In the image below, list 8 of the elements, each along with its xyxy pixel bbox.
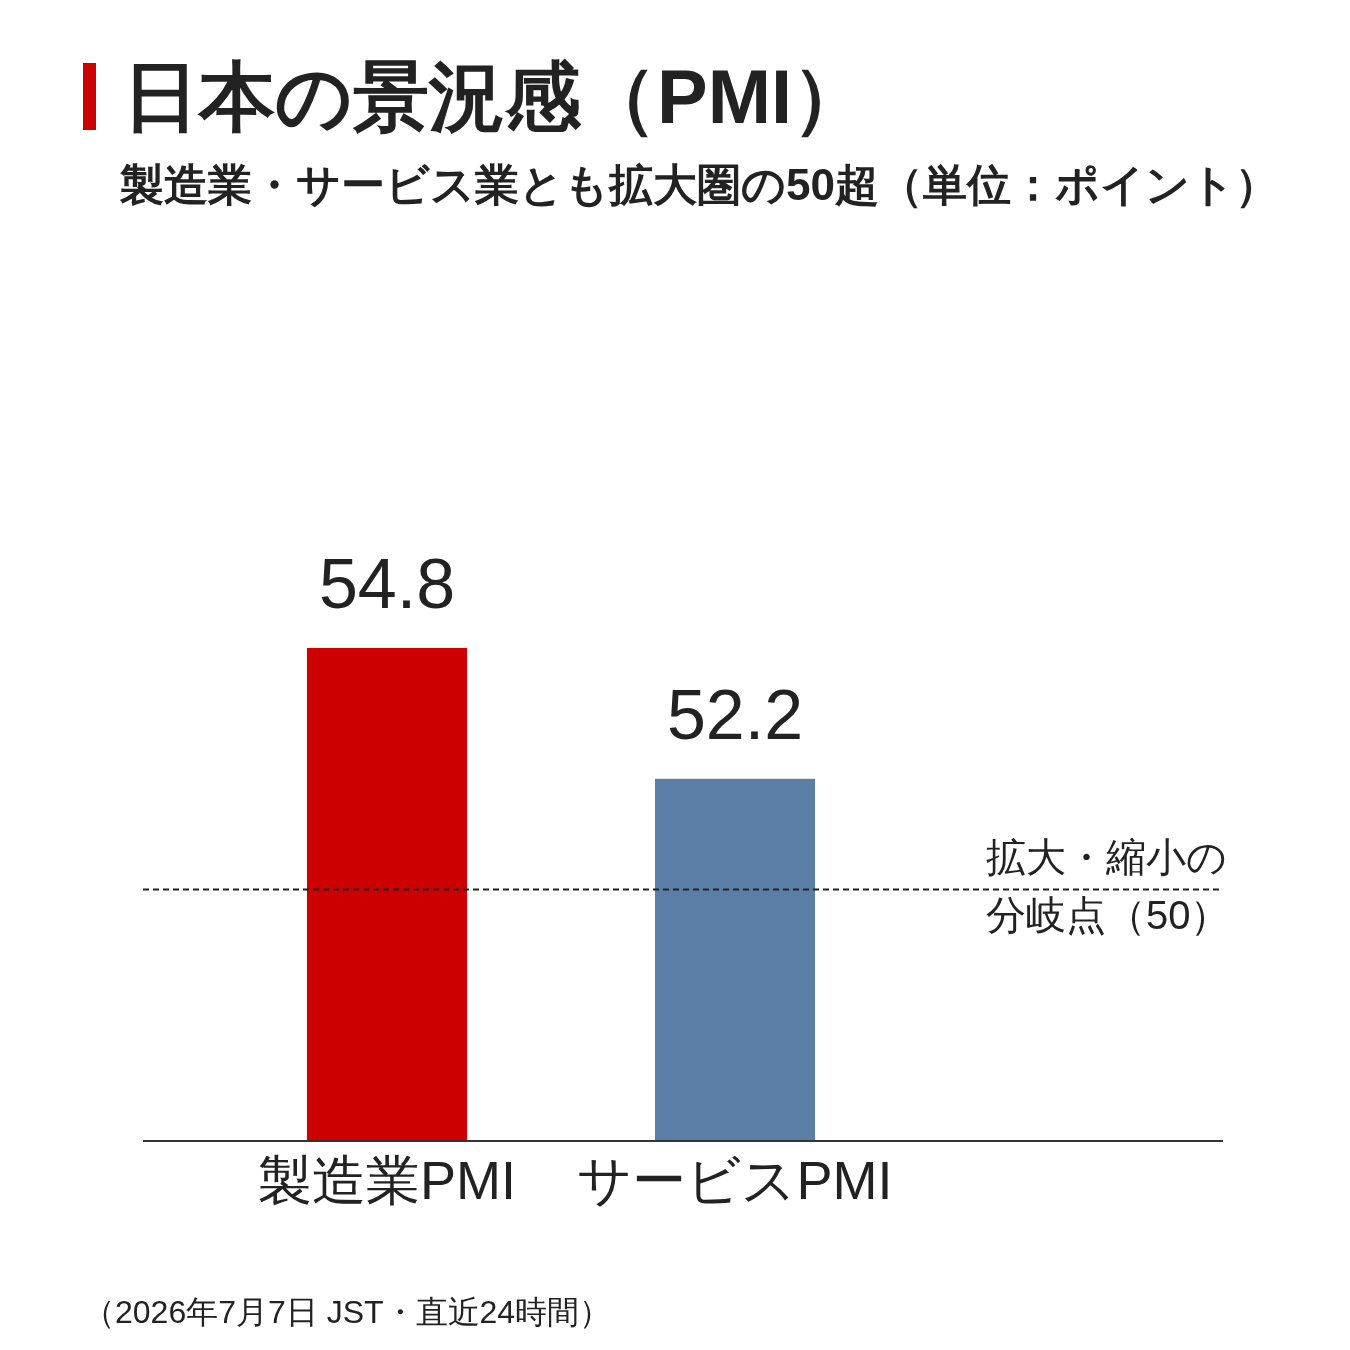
x-tick-label: 製造業PMI	[257, 1150, 517, 1210]
text: （2026年7月7日 JST・直近24時間）	[83, 1294, 612, 1330]
x-tick-label: サービスPMI	[577, 1150, 893, 1210]
ref-line-label: 拡大・縮小の分岐点（50）	[986, 835, 1231, 938]
data-label: 54.8	[318, 545, 456, 623]
chart-title: 日本の景況感（PMI）	[123, 54, 869, 139]
chart-subtitle: 製造業・サービス業とも拡大圏の50超（単位：ポイント）	[119, 160, 1279, 209]
data-label: 52.2	[666, 675, 804, 754]
